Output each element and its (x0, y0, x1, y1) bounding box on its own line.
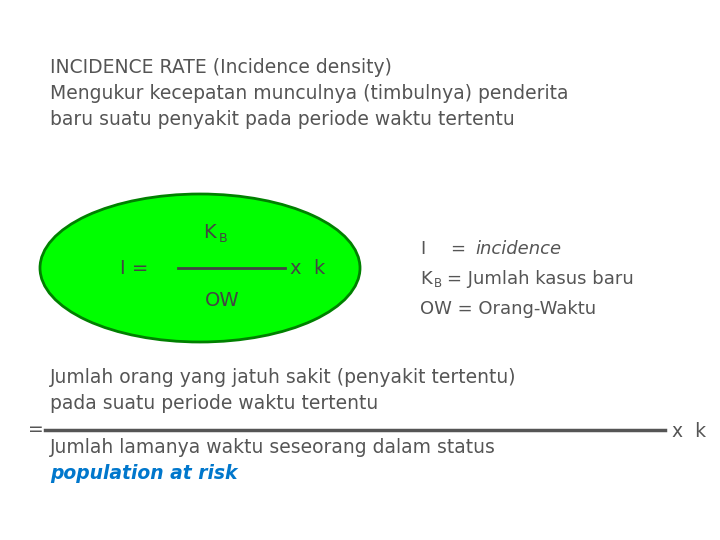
Text: population at risk: population at risk (50, 464, 238, 483)
Text: = Jumlah kasus baru: = Jumlah kasus baru (447, 270, 634, 288)
Text: pada suatu periode waktu tertentu: pada suatu periode waktu tertentu (50, 394, 378, 413)
Text: B: B (434, 277, 442, 290)
Text: OW = Orang-Waktu: OW = Orang-Waktu (420, 300, 596, 318)
Text: B: B (219, 232, 228, 245)
Text: =: = (450, 240, 465, 258)
Text: incidence: incidence (475, 240, 561, 258)
Text: OW: OW (205, 291, 240, 309)
Text: x  k: x k (672, 422, 706, 441)
Text: Mengukur kecepatan munculnya (timbulnya) penderita: Mengukur kecepatan munculnya (timbulnya)… (50, 84, 569, 103)
Text: Jumlah orang yang jatuh sakit (penyakit tertentu): Jumlah orang yang jatuh sakit (penyakit … (50, 368, 516, 387)
Text: Jumlah lamanya waktu seseorang dalam status: Jumlah lamanya waktu seseorang dalam sta… (50, 438, 496, 457)
Text: x  k: x k (290, 259, 325, 278)
Ellipse shape (40, 194, 360, 342)
Text: K: K (420, 270, 432, 288)
Text: =: = (28, 421, 44, 440)
Text: K: K (203, 222, 215, 241)
Text: baru suatu penyakit pada periode waktu tertentu: baru suatu penyakit pada periode waktu t… (50, 110, 515, 129)
Text: INCIDENCE RATE (Incidence density): INCIDENCE RATE (Incidence density) (50, 58, 392, 77)
Text: I =: I = (120, 259, 148, 278)
Text: I: I (420, 240, 426, 258)
